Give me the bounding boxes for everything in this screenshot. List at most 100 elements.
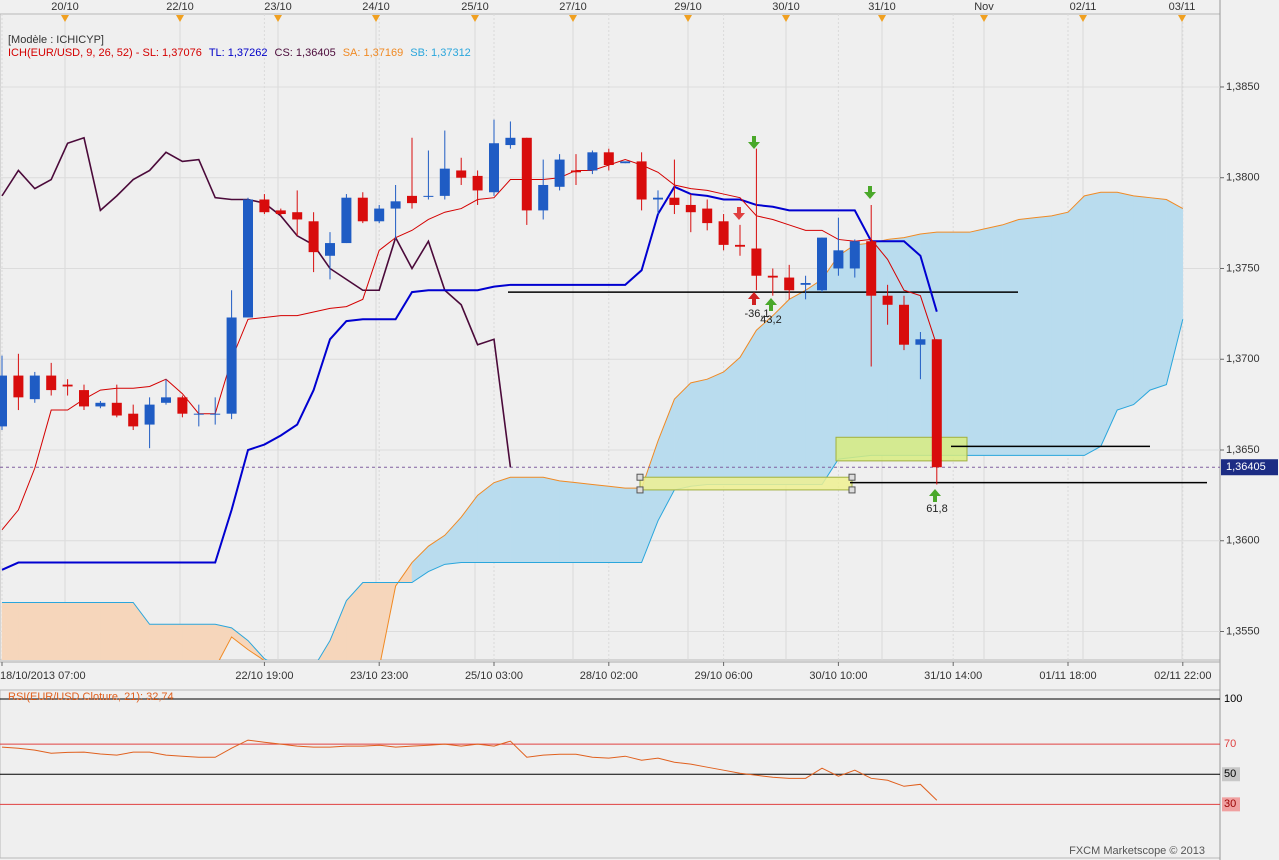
cloud-segment [559,480,577,563]
date-marker [980,15,988,22]
x-tick-label: 31/10 14:00 [924,670,982,682]
candle-body [931,339,942,468]
zone-handle [848,486,856,494]
cloud-segment [1100,191,1118,447]
candle-body [915,339,926,345]
date-marker [1079,15,1087,22]
signal-label: 61,8 [926,503,947,515]
candle-body [620,161,631,164]
cloud-segment [969,228,987,456]
cloud-segment [116,602,134,660]
candle-body [521,137,532,211]
model-label: [Modèle : ICHICYP] [8,34,104,46]
cloud-segment [723,356,741,485]
date-marker [878,15,886,22]
indicator-legend: TL: 1,37262 [209,47,268,59]
indicator-legend: CS: 1,36405 [275,47,336,59]
zone-handle [636,473,644,481]
candle-body [259,199,270,213]
senkou-a-line [218,191,1184,660]
zone [639,476,853,491]
rsi-level-label: 100 [1224,693,1242,705]
candle-body [784,277,795,291]
down-arrow [748,136,760,149]
cloud-segment [83,602,101,660]
date-marker [569,15,577,22]
candle-body [538,184,549,211]
candle-body [357,197,368,222]
y-tick-label: 1,3550 [1226,625,1260,637]
rsi-title: RSI(EUR/USD.Cloture, 21): 32,74 [8,691,174,703]
candle-body [144,404,155,425]
cloud-segment [526,476,544,563]
date-marker [372,15,380,22]
last-price-label: 1,36405 [1226,461,1266,473]
candle-body [849,241,860,269]
buy-arrow [929,489,941,502]
cloud-segment [1034,215,1052,456]
cloud-segment [608,486,626,563]
candle-body [308,221,319,253]
cloud-segment [838,244,856,460]
candle-body [46,375,57,391]
candle-body [653,197,663,200]
candle-body [390,201,401,209]
indicator-legend: SA: 1,37169 [343,47,404,59]
cloud-segment [50,602,68,660]
candle-body [899,304,909,345]
y-tick-label: 1,3600 [1226,535,1260,547]
cloud-segment [1149,197,1167,391]
cloud-segment [1084,191,1102,456]
cloud-segment [772,298,790,485]
candle-body [735,244,745,247]
candle-body [767,275,778,278]
candle-body [79,390,89,407]
rsi-level-box [1222,767,1240,782]
zone-handle [848,473,856,481]
cloud-segment [1133,195,1151,406]
y-tick-label: 1,3700 [1226,353,1260,365]
cloud-segment [34,602,52,660]
x-tick-label: 28/10 02:00 [580,670,638,682]
last-price-box [1221,459,1278,476]
date-marker [471,15,479,22]
zone-handle [636,486,644,494]
cloud-segment [887,237,905,456]
indicator-legend: ICH(EUR/USD, 9, 26, 52) - SL: 1,37076 [8,47,202,59]
candle-body [13,375,24,398]
candle-body [587,152,598,171]
candle-body [423,195,434,197]
cloud-segment [674,382,692,491]
cloud-segment [1018,217,1036,456]
candle-body [111,402,122,416]
candle-body [817,237,827,291]
x-tick-label: 22/10 19:00 [235,670,293,682]
cloud-segment [1,602,19,660]
cloud-segment [1116,191,1134,411]
cloud-segment [362,582,380,660]
candle-body [439,168,450,196]
cloud-segment [67,602,85,660]
cloud-segment [477,482,495,563]
date-marker [274,15,282,22]
signal-label: 43,2 [760,314,781,326]
top-date-label: 31/10 [868,1,896,13]
candle-body [275,210,286,215]
cloud-segment [805,278,823,485]
cloud-segment [1002,219,1020,456]
candle-body [800,283,811,285]
y-tick-label: 1,3650 [1226,444,1260,456]
rsi-line [1,739,938,801]
down-arrow [864,186,876,199]
top-date-label: 20/10 [51,1,79,13]
candle-body [554,159,565,187]
candle-body [718,221,729,245]
y-tick-label: 1,3850 [1226,81,1260,93]
top-date-label: 03/11 [1169,1,1196,13]
candle-body [243,199,253,318]
buy-arrow [765,298,777,311]
candle-body [62,384,73,387]
footer: FXCM Marketscope © 2013 [1069,845,1205,857]
candle-body [193,413,204,415]
